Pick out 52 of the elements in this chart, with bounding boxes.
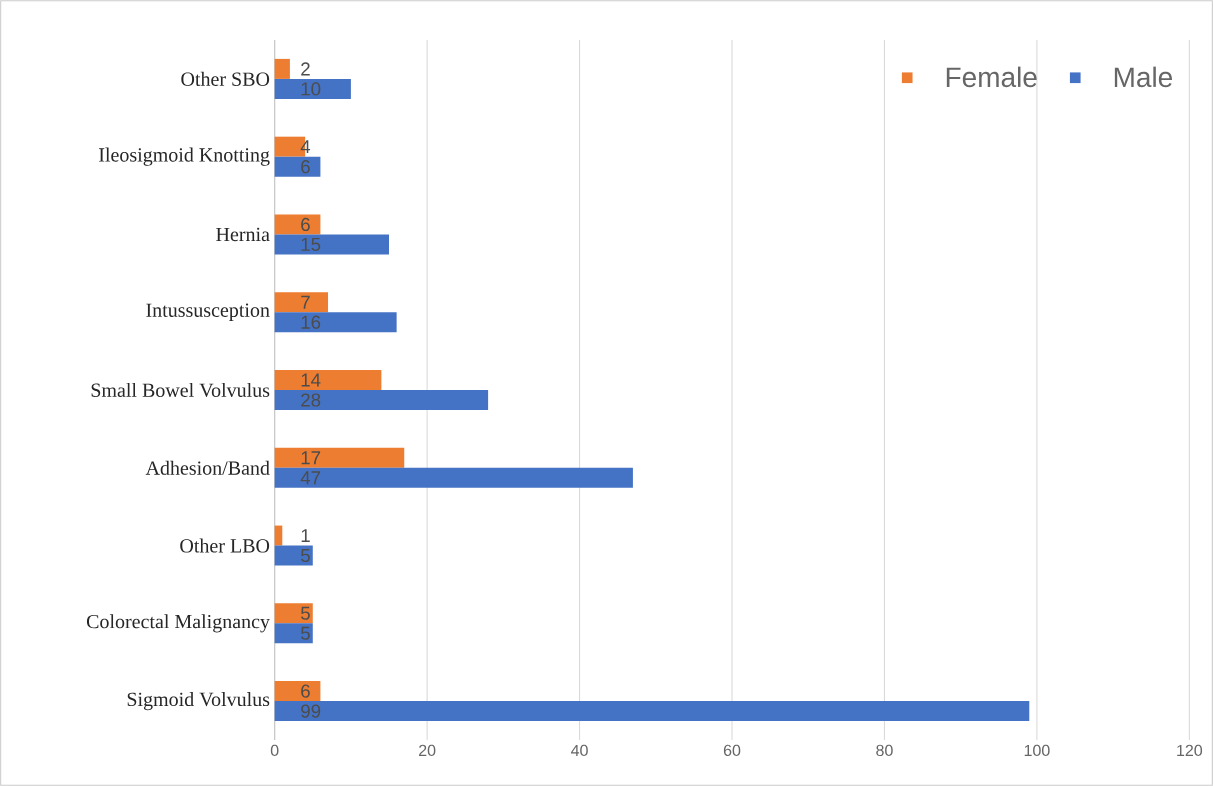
data-label: 17 — [301, 451, 321, 465]
y-tick-label: Sigmoid Volvulus — [127, 692, 270, 711]
bar — [274, 156, 321, 177]
data-label: 15 — [301, 237, 321, 251]
bar — [274, 545, 313, 566]
data-label: 10 — [301, 82, 321, 96]
x-tick-label: 80 — [876, 744, 893, 757]
x-tick-label: 0 — [270, 744, 279, 757]
x-tick-label: 40 — [571, 744, 588, 757]
y-tick-label: Adhesion/Band — [145, 460, 270, 475]
bar — [274, 214, 321, 235]
data-label: 2 — [301, 62, 310, 76]
bar — [274, 467, 633, 488]
data-label: 7 — [301, 295, 310, 309]
y-tick-label: Other SBO — [181, 71, 270, 86]
bar — [274, 370, 382, 391]
bar — [274, 292, 329, 313]
legend-label: Male — [1114, 66, 1173, 88]
bar — [274, 603, 313, 624]
y-tick-label: Small Bowel Volvulus — [91, 382, 270, 398]
y-tick-label: Ileosigmoid Knotting — [99, 147, 270, 166]
data-label: 16 — [301, 315, 321, 329]
bar — [274, 234, 389, 255]
bar — [274, 447, 405, 468]
x-tick-label: 100 — [1024, 744, 1050, 757]
data-label: 28 — [301, 393, 321, 407]
bar — [274, 78, 351, 99]
y-tick-label: Hernia — [216, 227, 270, 242]
data-label: 6 — [301, 684, 310, 698]
data-label: 6 — [301, 160, 310, 174]
y-tick-label: Colorectal Malignancy — [86, 614, 270, 633]
data-label: 1 — [301, 529, 310, 542]
x-tick-label: 20 — [419, 744, 436, 757]
data-label: 6 — [301, 217, 310, 232]
bar — [274, 312, 397, 333]
y-tick-label: Other LBO — [180, 538, 270, 553]
bar — [274, 525, 283, 546]
data-label: 99 — [301, 704, 321, 718]
bar — [274, 623, 313, 644]
data-label: 5 — [301, 626, 310, 640]
y-tick-label: Intussusception — [146, 303, 270, 321]
bar — [274, 681, 321, 702]
bar — [274, 390, 489, 411]
x-tick-label: 60 — [723, 744, 741, 757]
data-label: 14 — [301, 373, 321, 387]
x-tick-label: 120 — [1177, 744, 1203, 757]
data-label: 5 — [301, 606, 310, 620]
bar — [274, 701, 1030, 722]
data-label: 47 — [300, 471, 321, 485]
bar — [274, 58, 290, 79]
legend-label: Female — [946, 66, 1037, 88]
data-label: 5 — [301, 549, 310, 563]
